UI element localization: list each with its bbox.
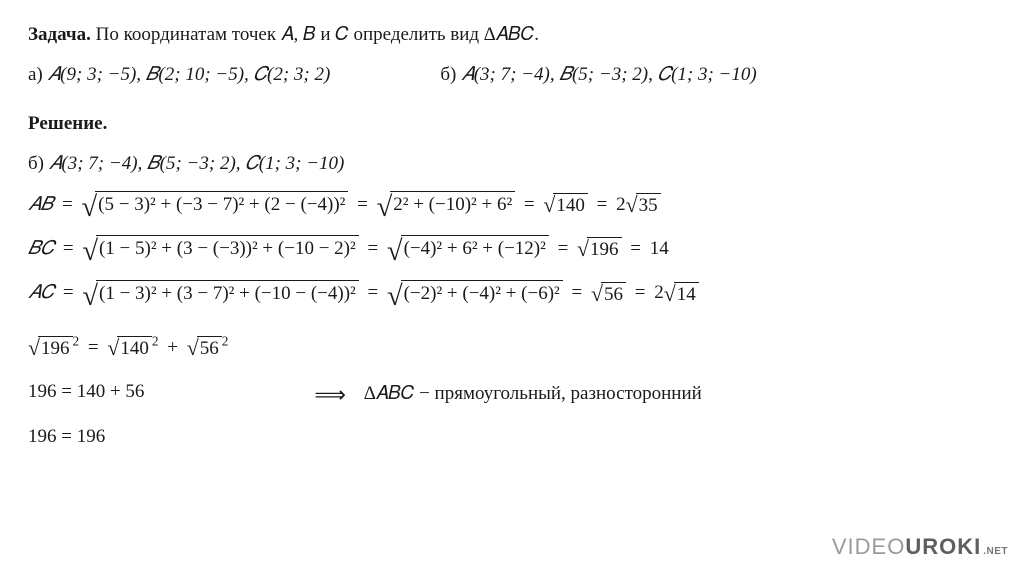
ab-sqrt1: √(5 − 3)² + (−3 − 7)² + (2 − (−4))² bbox=[82, 191, 349, 220]
case-a-label: а) bbox=[28, 64, 43, 85]
pyth-squares: √1962 = √1402 + √562 bbox=[28, 333, 228, 363]
ab-sqrt3: √140 bbox=[543, 193, 588, 218]
watermark-part3: .NET bbox=[983, 544, 1008, 560]
case-a-points: 𝐴(9; 3; −5), 𝐵(2; 10; −5), 𝐶(2; 3; 2) bbox=[48, 64, 331, 85]
pyth-r1: √196 bbox=[28, 336, 73, 361]
equals: = bbox=[630, 238, 641, 259]
pyth-r2: √140 bbox=[107, 336, 152, 361]
equals: = bbox=[63, 282, 74, 303]
ac-lhs: 𝐴𝐶 bbox=[28, 282, 54, 303]
solution-case-points: 𝐴(3; 7; −4), 𝐵(5; −3; 2), 𝐶(1; 3; −10) bbox=[49, 153, 345, 174]
equals: = bbox=[597, 194, 608, 215]
ac-sqrt1: √(1 − 3)² + (3 − 7)² + (−10 − (−4))² bbox=[82, 280, 358, 309]
solution-case-label: б) bbox=[28, 153, 44, 174]
equals: = bbox=[367, 282, 378, 303]
ab-lhs: 𝐴𝐵 bbox=[28, 194, 53, 215]
equals: = bbox=[88, 337, 99, 358]
conclusion-text: ∆𝐴𝐵𝐶 − прямоугольный, разносторонний bbox=[364, 379, 702, 409]
case-b-points: 𝐴(3; 7; −4), 𝐵(5; −3; 2), 𝐶(1; 3; −10) bbox=[461, 64, 757, 85]
check-line-1: 196 = 140 + 56 bbox=[28, 377, 228, 407]
ac-sqrt2: √(−2)² + (−4)² + (−6)² bbox=[387, 280, 563, 309]
equals: = bbox=[524, 194, 535, 215]
conclusion-block: ⟹ ∆𝐴𝐵𝐶 − прямоугольный, разносторонний bbox=[308, 377, 701, 412]
watermark: VIDEOUROKI.NET bbox=[832, 529, 1008, 564]
case-a: а) 𝐴(9; 3; −5), 𝐵(2; 10; −5), 𝐶(2; 3; 2) bbox=[28, 60, 330, 90]
watermark-part2: UROKI bbox=[905, 529, 981, 564]
ab-coef: 2 bbox=[616, 194, 626, 215]
solution-label: Решение. bbox=[28, 113, 107, 134]
case-b-label: б) bbox=[440, 64, 456, 85]
ac-coef: 2 bbox=[654, 282, 664, 303]
equals: = bbox=[558, 238, 569, 259]
ab-sqrt2: √2² + (−10)² + 6² bbox=[377, 191, 516, 220]
watermark-part1: VIDEO bbox=[832, 529, 905, 564]
given-cases: а) 𝐴(9; 3; −5), 𝐵(2; 10; −5), 𝐶(2; 3; 2)… bbox=[28, 60, 996, 90]
bc-sqrt3: √196 bbox=[577, 237, 622, 262]
plus: + bbox=[167, 337, 178, 358]
solution-heading: Решение. bbox=[28, 109, 996, 139]
bc-result: 14 bbox=[650, 238, 669, 259]
bc-computation: 𝐵𝐶 = √(1 − 5)² + (3 − (−3))² + (−10 − 2)… bbox=[28, 234, 996, 264]
ac-sqrt4: √14 bbox=[664, 282, 699, 307]
case-b: б) 𝐴(3; 7; −4), 𝐵(5; −3; 2), 𝐶(1; 3; −10… bbox=[440, 60, 756, 90]
task-label: Задача. bbox=[28, 24, 91, 45]
equals: = bbox=[367, 238, 378, 259]
task-text: По координатам точек 𝐴, 𝐵 и 𝐶 определить… bbox=[96, 24, 539, 45]
equals: = bbox=[357, 194, 368, 215]
ab-sqrt4: √35 bbox=[626, 193, 661, 218]
pyth-r3: √56 bbox=[187, 336, 222, 361]
ac-computation: 𝐴𝐶 = √(1 − 3)² + (3 − 7)² + (−10 − (−4))… bbox=[28, 278, 996, 308]
bc-sqrt2: √(−4)² + 6² + (−12)² bbox=[387, 235, 549, 264]
pythagoras-block: √1962 = √1402 + √562 196 = 140 + 56 196 … bbox=[28, 323, 228, 466]
task-statement: Задача. По координатам точек 𝐴, 𝐵 и 𝐶 оп… bbox=[28, 20, 996, 50]
equals: = bbox=[62, 194, 73, 215]
implies-arrow: ⟹ bbox=[314, 377, 346, 412]
bc-lhs: 𝐵𝐶 bbox=[28, 238, 54, 259]
ab-computation: 𝐴𝐵 = √(5 − 3)² + (−3 − 7)² + (2 − (−4))²… bbox=[28, 190, 996, 220]
equals: = bbox=[635, 282, 646, 303]
equals: = bbox=[572, 282, 583, 303]
ac-sqrt3: √56 bbox=[591, 282, 626, 307]
check-line-2: 196 = 196 bbox=[28, 422, 228, 452]
equals: = bbox=[63, 238, 74, 259]
bc-sqrt1: √(1 − 5)² + (3 − (−3))² + (−10 − 2)² bbox=[82, 235, 358, 264]
solution-case: б) 𝐴(3; 7; −4), 𝐵(5; −3; 2), 𝐶(1; 3; −10… bbox=[28, 149, 996, 179]
